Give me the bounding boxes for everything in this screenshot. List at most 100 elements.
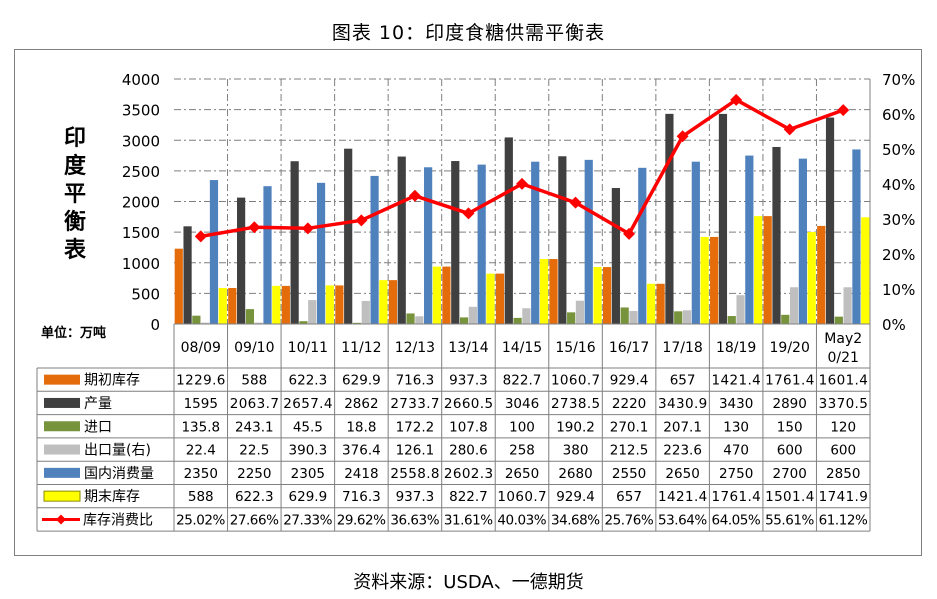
table-cell: 22.5 <box>239 443 269 459</box>
table-cell: 622.3 <box>235 489 274 505</box>
y2-tick-label: 0% <box>882 316 906 334</box>
table-cell: 1741.9 <box>819 489 868 505</box>
table-cell: 1761.4 <box>765 373 814 389</box>
bar <box>495 273 505 324</box>
y-tick-label: 2500 <box>122 163 160 181</box>
ratio-marker <box>462 207 475 220</box>
table-cell: 27.33% <box>283 512 332 528</box>
source-note: 资料来源：USDA、一德期货 <box>353 572 584 593</box>
bar <box>308 300 317 324</box>
table-cell: 2890 <box>773 396 807 412</box>
table-cell: 243.1 <box>235 419 274 435</box>
table-cell: 470 <box>723 443 749 459</box>
table-cell: 716.3 <box>396 373 435 389</box>
bar <box>442 266 451 324</box>
ratio-marker <box>623 227 636 240</box>
table-cell: 3370.5 <box>819 396 868 412</box>
table-cell: 150 <box>777 419 803 435</box>
table-cell: 2220 <box>612 396 646 412</box>
ratio-marker <box>569 196 582 209</box>
table-cell: 2738.5 <box>551 396 600 412</box>
table-cell: 61.12% <box>819 512 868 528</box>
ratio-marker <box>837 104 850 117</box>
ratio-marker <box>248 221 261 234</box>
table-cell: 929.4 <box>556 489 595 505</box>
bar <box>424 167 433 324</box>
table-cell: 1060.7 <box>551 373 600 389</box>
x-category-label: 16/17 <box>609 340 649 356</box>
table-cell: 223.6 <box>663 443 702 459</box>
table-cell: 2862 <box>344 396 378 412</box>
x-category-label: 14/15 <box>502 340 542 356</box>
bar <box>406 313 415 324</box>
table-cell: 380 <box>563 443 589 459</box>
bar <box>629 310 638 324</box>
table-cell: 18.8 <box>346 419 376 435</box>
bar <box>682 310 692 324</box>
y2-tick-label: 40% <box>882 176 915 194</box>
table-cell: 25.76% <box>604 512 653 528</box>
table-cell: 937.3 <box>396 489 435 505</box>
table-cell: 100 <box>509 419 535 435</box>
legend-label: 期末库存 <box>84 489 140 505</box>
bar <box>183 226 192 324</box>
table-cell: 1229.6 <box>176 373 225 389</box>
ratio-marker <box>730 93 743 106</box>
x-category-label: 18/19 <box>716 340 756 356</box>
bar <box>228 287 237 324</box>
bar <box>486 273 495 324</box>
bar <box>513 317 522 325</box>
ratio-marker <box>783 123 796 136</box>
table-cell: 588 <box>188 489 214 505</box>
y-axis-label-char: 度 <box>64 153 87 179</box>
bar <box>567 312 576 324</box>
figure-title: 图表 10：印度食糖供需平衡表 <box>331 22 606 44</box>
legend-label: 产量 <box>84 396 112 412</box>
table-cell: 120 <box>830 419 856 435</box>
table-cell: 1421.4 <box>712 373 761 389</box>
table-cell: 207.1 <box>663 419 702 435</box>
y-axis-label-char: 衡 <box>64 209 86 235</box>
bar <box>432 266 442 324</box>
x-category-label: 0/21 <box>828 350 859 366</box>
y2-tick-label: 10% <box>882 281 915 299</box>
y2-tick-label: 20% <box>882 246 915 264</box>
table-cell: 657 <box>616 489 642 505</box>
x-category-label: 15/16 <box>555 340 595 356</box>
bar <box>201 322 210 324</box>
bar <box>754 216 763 324</box>
table-cell: 1595 <box>184 396 218 412</box>
table-cell: 2250 <box>237 466 271 482</box>
bar <box>397 156 406 324</box>
y-tick-label: 1500 <box>122 224 160 242</box>
table-cell: 716.3 <box>342 489 381 505</box>
ratio-marker <box>301 222 314 235</box>
y-tick-label: 3000 <box>122 132 160 150</box>
bar <box>549 259 558 324</box>
table-cell: 822.7 <box>449 489 488 505</box>
bar <box>825 117 835 324</box>
table-cell: 212.5 <box>610 443 649 459</box>
table-cell: 280.6 <box>449 443 488 459</box>
table-cell: 27.66% <box>230 512 279 528</box>
x-category-label: 10/11 <box>288 340 328 356</box>
y2-tick-label: 50% <box>882 141 915 159</box>
table-cell: 390.3 <box>289 443 328 459</box>
table-cell: 2558.8 <box>390 466 439 482</box>
bar <box>209 180 219 324</box>
table-cell: 34.68% <box>551 512 600 528</box>
table-cell: 190.2 <box>556 419 595 435</box>
legend-label: 国内消费量 <box>84 466 154 482</box>
ratio-marker <box>194 230 207 243</box>
bar <box>736 295 745 324</box>
bar <box>620 307 629 324</box>
table-cell: 929.4 <box>610 373 649 389</box>
table-cell: 55.61% <box>765 512 814 528</box>
y2-tick-label: 30% <box>882 211 915 229</box>
y-tick-label: 3500 <box>122 102 160 120</box>
bar <box>834 316 843 324</box>
table-cell: 2680 <box>558 466 592 482</box>
legend-label: 期初库存 <box>84 372 140 389</box>
y-tick-label: 500 <box>131 285 160 303</box>
legend-key-marker <box>56 514 66 525</box>
